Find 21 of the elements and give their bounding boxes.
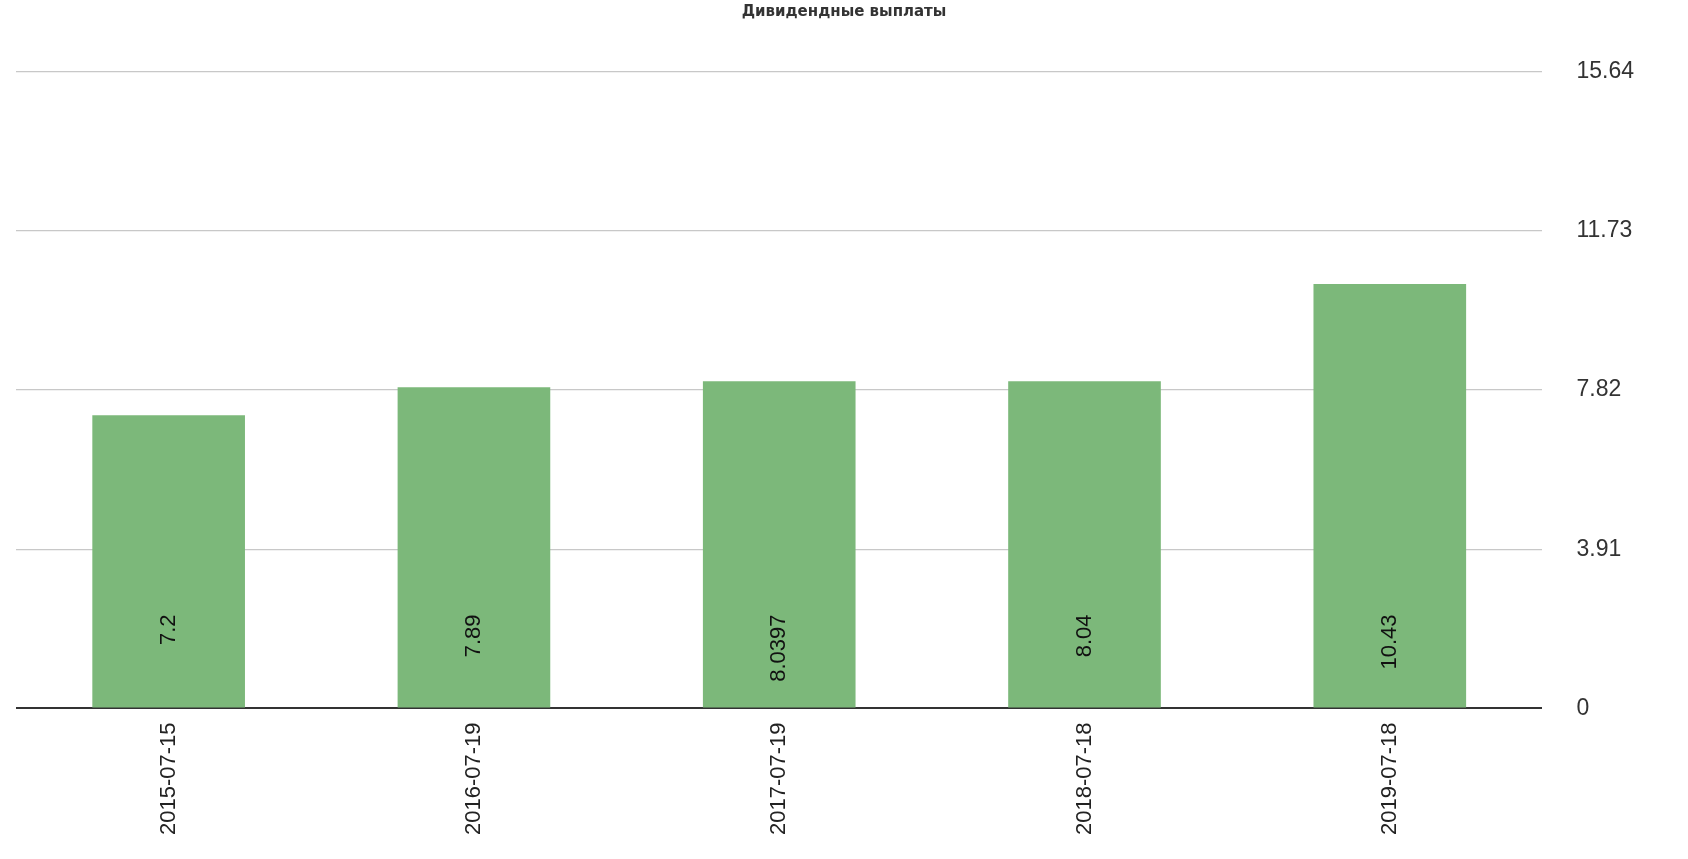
y-tick-label: 0: [1576, 693, 1590, 720]
bar: [702, 381, 856, 708]
x-tick-label: 2017-07-19: [765, 722, 791, 836]
y-tick-label: 7.82: [1576, 375, 1622, 402]
bar: [397, 387, 551, 708]
x-tick-label: 2016-07-19: [460, 722, 485, 836]
bar: [1313, 283, 1467, 708]
data-label: 7.89: [460, 614, 485, 658]
bar: [92, 415, 245, 708]
x-tick-label: 2015-07-15: [154, 722, 180, 836]
y-tick-label: 11.73: [1576, 216, 1633, 243]
x-tick-label: 2018-07-18: [1070, 722, 1096, 836]
y-tick-label: 15.64: [1576, 57, 1635, 84]
data-label: 10.43: [1375, 614, 1401, 670]
data-label: 8.0397: [765, 614, 791, 682]
y-tick-label: 3.91: [1576, 534, 1622, 561]
x-tick-label: 2019-07-18: [1375, 722, 1401, 836]
data-label: 7.2: [154, 614, 180, 646]
chart-title: Дивидендные выплаты: [740, 1, 948, 22]
bar: [1008, 381, 1161, 708]
data-label: 8.04: [1070, 614, 1096, 658]
